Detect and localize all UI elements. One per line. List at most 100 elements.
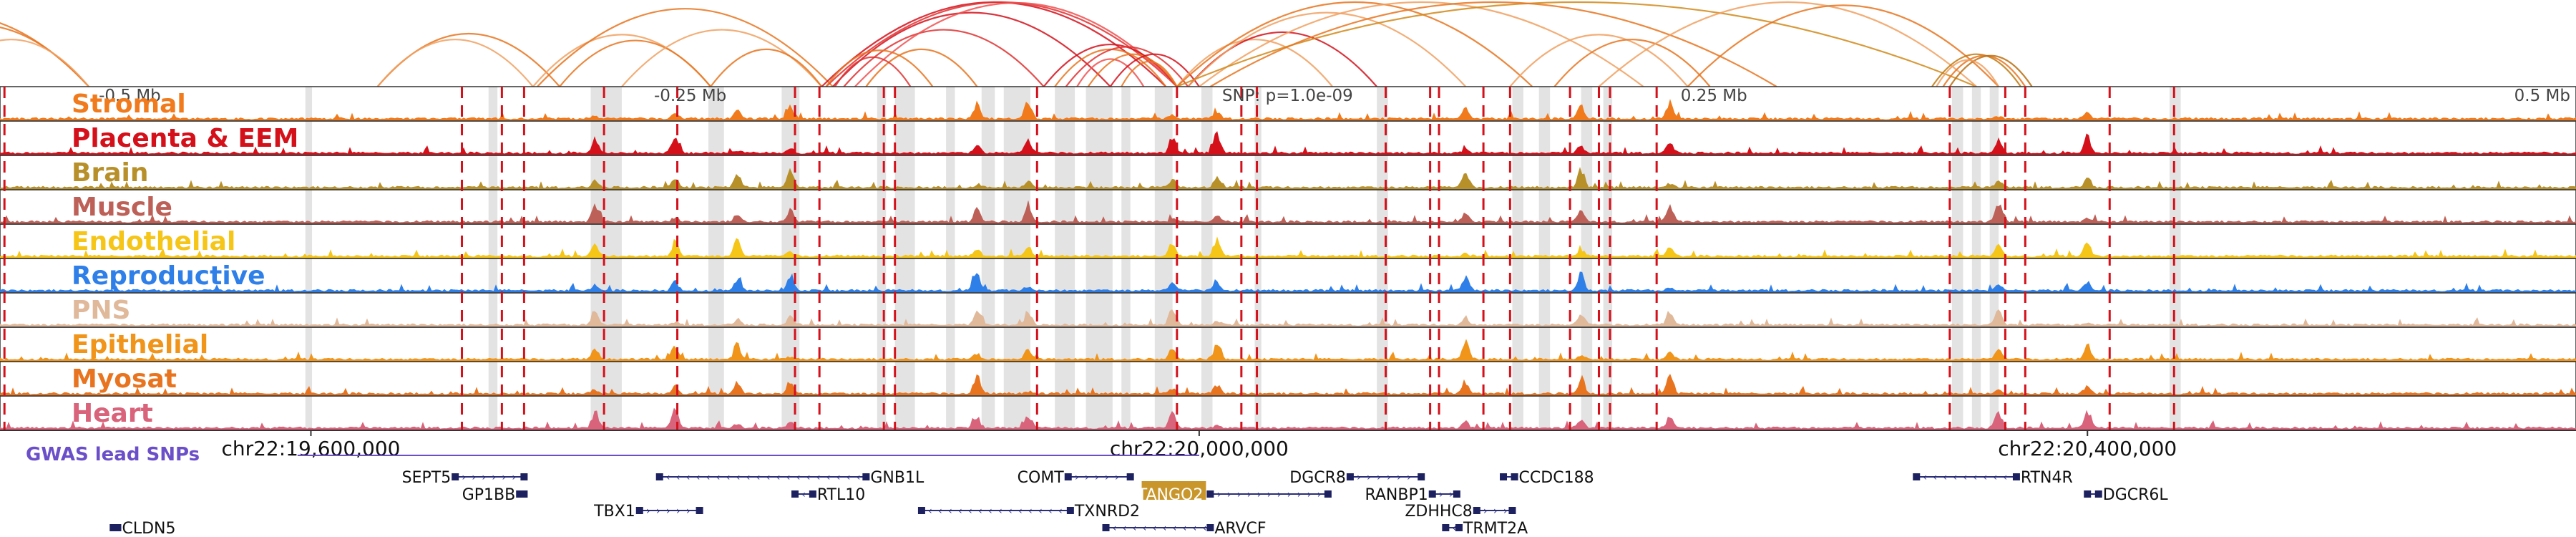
strand-arrow: › <box>1247 489 1252 500</box>
gene-arvcf: ‹ ‹ ‹ ‹ ‹ ‹ ‹ ‹ ‹ ‹ ARVCF <box>1102 520 1267 537</box>
loop-arc <box>1121 60 1178 87</box>
gene-exon <box>1206 490 1214 498</box>
strand-arrow: ‹ <box>666 472 670 483</box>
strand-arrow: › <box>482 472 486 483</box>
relative-axis-label: 0.5 Mb <box>2514 87 2570 105</box>
loop-arc <box>834 56 912 87</box>
gene-exon <box>2094 490 2102 498</box>
gene-label: TANGO2 <box>1137 486 1204 504</box>
strand-arrow: › <box>1483 505 1488 517</box>
loop-arc <box>1942 54 2026 87</box>
strand-arrow: › <box>1449 489 1453 500</box>
strand-arrow: ‹ <box>716 472 721 483</box>
loop-arc <box>1187 11 1467 87</box>
loop-arc <box>376 39 534 87</box>
gene-dgcr8: › › › › › › DGCR8 <box>1289 469 1425 487</box>
gene-exon <box>1453 490 1460 498</box>
track-signal <box>0 131 2576 155</box>
strand-arrow: ‹ <box>948 505 952 517</box>
genome-axis: chr22:19,600,000 chr22:20,000,000 chr22:20… <box>0 430 2576 460</box>
gene-exon <box>1126 473 1134 480</box>
gene-rtn4r: ‹ ‹ ‹ ‹ ‹ ‹ ‹ ‹ ‹ RTN4R <box>1913 469 2073 487</box>
signal-tracks <box>0 86 2576 431</box>
gene-annotation-track: GWAS lead SNPs› › › › › ›SEPT5 ‹ ‹ ‹ ‹ ‹ ‹ ‹ ‹ ‹ ‹ ‹ ‹ ‹ ‹ ‹… <box>26 444 2168 537</box>
gene-label: ARVCF <box>1214 520 1266 537</box>
gene-exon <box>1473 507 1480 514</box>
strand-arrow: ‹ <box>1453 523 1457 534</box>
gene-label: GNB1L <box>870 469 924 487</box>
strand-arrow: ‹ <box>766 472 771 483</box>
gene-exon <box>520 473 528 480</box>
gene-label: GP1BB <box>462 486 516 504</box>
gene-exon <box>917 507 925 514</box>
gene-exon <box>862 473 870 480</box>
loop-arc <box>710 48 823 87</box>
track-frame-muscle <box>0 189 2576 225</box>
gene-exon <box>1455 524 1463 531</box>
gene-gp1bb: GP1BB <box>462 486 528 504</box>
strand-arrow: ‹ <box>696 472 701 483</box>
gene-exon <box>696 507 703 514</box>
strand-arrow: ‹ <box>1993 472 1997 483</box>
strand-arrow: ‹ <box>1018 505 1023 517</box>
strand-arrow: › <box>1237 489 1241 500</box>
gene-dgcr6l: DGCR6L <box>2084 486 2168 504</box>
strand-arrow: › <box>1407 472 1411 483</box>
track-frame-placenta-eem <box>0 120 2576 156</box>
track-signal <box>0 167 2576 190</box>
strand-arrow: › <box>666 505 670 517</box>
loop-arc <box>825 1 1178 87</box>
strand-arrow: › <box>1493 505 1498 517</box>
relative-axis-label: -0.25 Mb <box>654 87 726 105</box>
loop-arc <box>1065 46 1189 87</box>
loop-arc <box>1598 1 1977 87</box>
strand-arrow: ‹ <box>1973 472 1977 483</box>
track-frame-heart <box>0 395 2576 431</box>
loop-arc <box>621 29 823 87</box>
track-label: Myosat <box>72 364 177 394</box>
gene-exon <box>114 524 122 531</box>
gene-exon <box>2012 473 2020 480</box>
gene-comt: › › › › › COMT <box>1018 469 1134 487</box>
gene-trmt2a: ‹ TRMT2A <box>1442 520 1528 537</box>
strand-arrow: ‹ <box>776 472 781 483</box>
gene-label: CCDC188 <box>1519 469 1594 487</box>
gene-exon <box>1913 473 1921 480</box>
loop-arc <box>537 8 834 87</box>
strand-arrow: ‹ <box>1193 523 1197 534</box>
gene-exon <box>1102 524 1110 531</box>
track-signal <box>0 271 2576 293</box>
loop-arc <box>1076 58 1145 87</box>
strand-arrow: ‹ <box>1163 523 1167 534</box>
strand-arrow: › <box>656 505 660 517</box>
gene-exon <box>1066 507 1074 514</box>
strand-arrow: ‹ <box>806 472 811 483</box>
strand-arrow: › <box>1397 472 1401 483</box>
strand-arrow: › <box>1357 472 1361 483</box>
strand-arrow: ‹ <box>836 472 841 483</box>
gene-rtl10: ‹ RTL10 <box>791 486 865 504</box>
track-frame-pns <box>0 292 2576 328</box>
strand-arrow: › <box>1227 489 1231 500</box>
gene-ranbp1: › › RANBP1 <box>1365 486 1460 504</box>
track-frame-epithelial <box>0 326 2576 362</box>
track-label: Epithelial <box>72 330 208 359</box>
strand-arrow: › <box>1085 472 1089 483</box>
track-frame-endothelial <box>0 223 2576 259</box>
strand-arrow: › <box>472 472 476 483</box>
relative-axis-label: 0.25 Mb <box>1681 87 1747 105</box>
loop-arc <box>1931 53 2022 87</box>
track-frame-brain <box>0 155 2576 190</box>
strand-arrow: ‹ <box>1143 523 1147 534</box>
strand-arrow: ‹ <box>1038 505 1043 517</box>
relative-axis-label: -0.5 Mb <box>99 87 161 105</box>
gene-exon <box>1500 473 1508 480</box>
gene-exon <box>809 490 816 498</box>
strand-arrow: ‹ <box>998 505 1002 517</box>
loop-arc <box>1687 4 1999 87</box>
gene-txnrd2: ‹ ‹ ‹ ‹ ‹ ‹ ‹ ‹ ‹ ‹ ‹ ‹ ‹ ‹ TXNRD2 <box>917 503 1140 521</box>
gene-exon <box>520 490 528 498</box>
loop-arc <box>559 39 711 87</box>
gene-exon <box>109 524 117 531</box>
